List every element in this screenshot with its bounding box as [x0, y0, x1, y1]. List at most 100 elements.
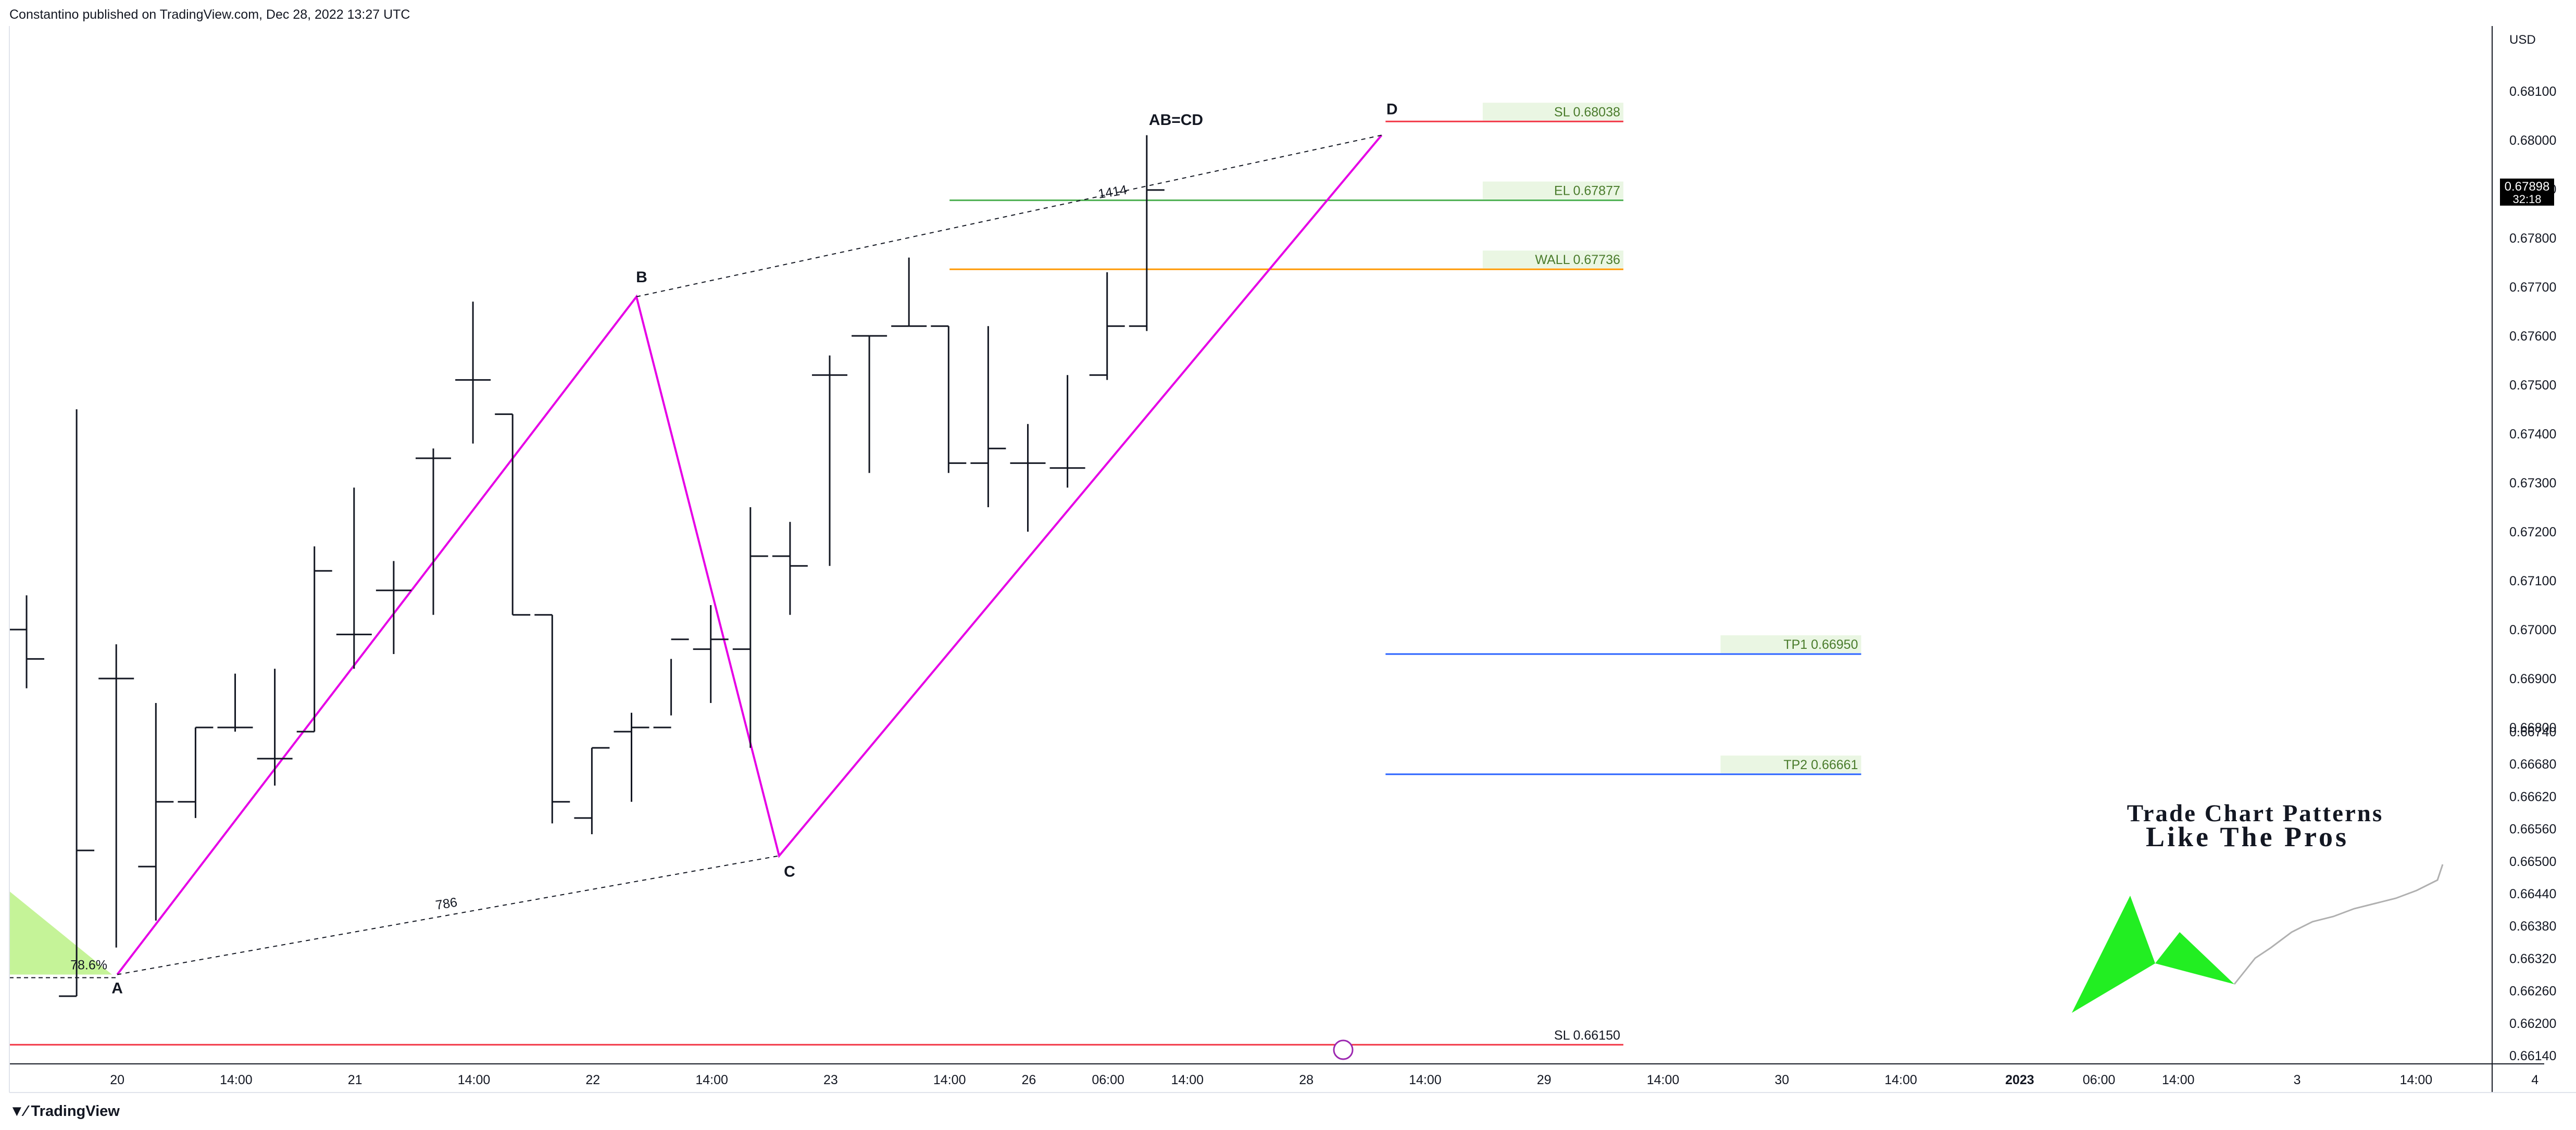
tradingview-logo-icon: ▼⁄	[9, 1103, 27, 1120]
x-tick-label: 30	[1774, 1073, 1789, 1087]
ohlc-bar	[296, 546, 332, 733]
ohlc-bar	[416, 448, 451, 615]
level-label: TP2 0.66661	[1783, 758, 1858, 772]
y-tick-label: 0.66500	[2509, 855, 2556, 869]
level-label-box	[1482, 103, 1623, 121]
x-tick-label: 29	[1537, 1073, 1552, 1087]
ohlc-bar	[534, 614, 570, 824]
ohlc-bar	[693, 605, 729, 703]
x-tick-label: 3	[2294, 1073, 2301, 1087]
ohlc-bar	[9, 595, 44, 688]
y-tick-label: 0.66560	[2509, 822, 2556, 837]
y-tick-label: 0.66140	[2509, 1049, 2556, 1063]
y-tick-label: 0.67200	[2509, 525, 2556, 539]
x-tick-label: 14:00	[1171, 1073, 1204, 1087]
ohlc-bar	[772, 522, 808, 615]
y-tick-label: 0.66620	[2509, 789, 2556, 804]
ohlc-bar	[1049, 375, 1085, 488]
x-tick-label: 21	[348, 1073, 362, 1087]
ohlc-bar	[217, 673, 253, 732]
level-label: SL 0.66150	[1554, 1028, 1620, 1043]
x-tick-label: 14:00	[1884, 1073, 1917, 1087]
ohlc-bar	[455, 302, 491, 444]
watermark-line1: Trade Chart Patterns	[2127, 800, 2383, 827]
tradingview-brand[interactable]: ▼⁄ TradingView	[9, 1103, 120, 1120]
ohlc-bar	[1010, 424, 1046, 532]
x-tick-label: 06:00	[2083, 1073, 2116, 1087]
ohlc-bar	[495, 413, 531, 616]
y-tick-label: 0.66200	[2509, 1016, 2556, 1031]
level-label: SL 0.68038	[1554, 105, 1620, 119]
x-tick-label: 28	[1299, 1073, 1314, 1087]
y-tick-label: 0.67500	[2509, 378, 2556, 393]
ohlc-bar	[653, 638, 689, 729]
x-tick-label: 14:00	[2162, 1073, 2195, 1087]
ohlc-bar	[178, 726, 214, 818]
x-tick-label: 2023	[2005, 1073, 2034, 1087]
price-tag-box	[2500, 178, 2554, 206]
x-tick-label: 06:00	[1092, 1073, 1124, 1087]
ohlc-bar	[376, 561, 411, 654]
point-label-d: D	[1386, 101, 1398, 118]
y-tick-label: 0.68000	[2509, 133, 2556, 148]
ohlc-bar	[891, 257, 927, 327]
y-tick-label: 0.66740	[2509, 725, 2556, 739]
y-tick-label: 0.67700	[2509, 280, 2556, 295]
x-tick-label: 20	[110, 1073, 124, 1087]
x-tick-label: 22	[585, 1073, 600, 1087]
level-label: TP1 0.66950	[1783, 637, 1858, 652]
ohlc-bar	[59, 409, 95, 997]
price-tag-value: 0.67898	[2505, 180, 2550, 194]
point-label-c: C	[784, 863, 795, 880]
ohlc-bar	[931, 325, 967, 473]
ohlc-bar	[970, 326, 1006, 507]
x-tick-label: 14:00	[695, 1073, 728, 1087]
y-tick-label: 0.66320	[2509, 951, 2556, 966]
y-tick-label: 0.66680	[2509, 757, 2556, 772]
y-tick-label: 0.67000	[2509, 623, 2556, 637]
y-tick-label: 0.68100	[2509, 84, 2556, 99]
y-tick-label: 0.67300	[2509, 476, 2556, 491]
level-label: WALL 0.67736	[1535, 253, 1620, 267]
y-tick-label: 0.66900	[2509, 672, 2556, 686]
retracement-fill	[9, 891, 112, 975]
x-tick-label: 14:00	[458, 1073, 491, 1087]
ohlc-bar	[1129, 135, 1165, 331]
ohlc-bar	[336, 487, 372, 669]
watermark-shape-1	[2072, 896, 2155, 1013]
currency-label: USD	[2509, 33, 2536, 47]
x-tick-label: 26	[1021, 1073, 1036, 1087]
ac-connector	[117, 855, 780, 975]
level-label: EL 0.67877	[1554, 184, 1620, 198]
price-tag-countdown: 32:18	[2512, 193, 2541, 206]
level-label-box	[1482, 181, 1623, 199]
level-label-box	[1482, 250, 1623, 269]
watermark-line2: Like The Pros	[2146, 821, 2349, 852]
y-tick-label: 0.67100	[2509, 574, 2556, 588]
ohlc-bar	[732, 507, 768, 748]
bd-connector	[636, 134, 1382, 297]
level-label-box	[1720, 755, 1861, 773]
pattern-name: AB=CD	[1149, 111, 1203, 129]
point-label-b: B	[636, 269, 647, 286]
y-tick-label: 0.67600	[2509, 329, 2556, 344]
bd-ratio-label: 1414	[1097, 183, 1128, 202]
y-tick-label: 0.66380	[2509, 919, 2556, 934]
ohlc-bar	[574, 747, 610, 834]
x-tick-label: 14:00	[2400, 1073, 2433, 1087]
point-label-a: A	[111, 980, 123, 997]
event-marker-icon	[1333, 1039, 1354, 1060]
ac-ratio-label: 786	[434, 895, 458, 913]
ohlc-bar	[257, 669, 293, 786]
x-tick-label: 14:00	[1647, 1073, 1680, 1087]
y-tick-label: 0.67400	[2509, 427, 2556, 442]
x-tick-label: 14:00	[933, 1073, 966, 1087]
y-tick-label: 0.66260	[2509, 984, 2556, 999]
x-tick-label: 4	[2531, 1073, 2539, 1087]
y-tick-label: 0.67800	[2509, 231, 2556, 246]
x-tick-label: 23	[823, 1073, 838, 1087]
x-tick-label: 14:00	[220, 1073, 253, 1087]
y-tick-label: 0.66800	[2509, 721, 2556, 735]
ohlc-bar	[98, 644, 134, 948]
